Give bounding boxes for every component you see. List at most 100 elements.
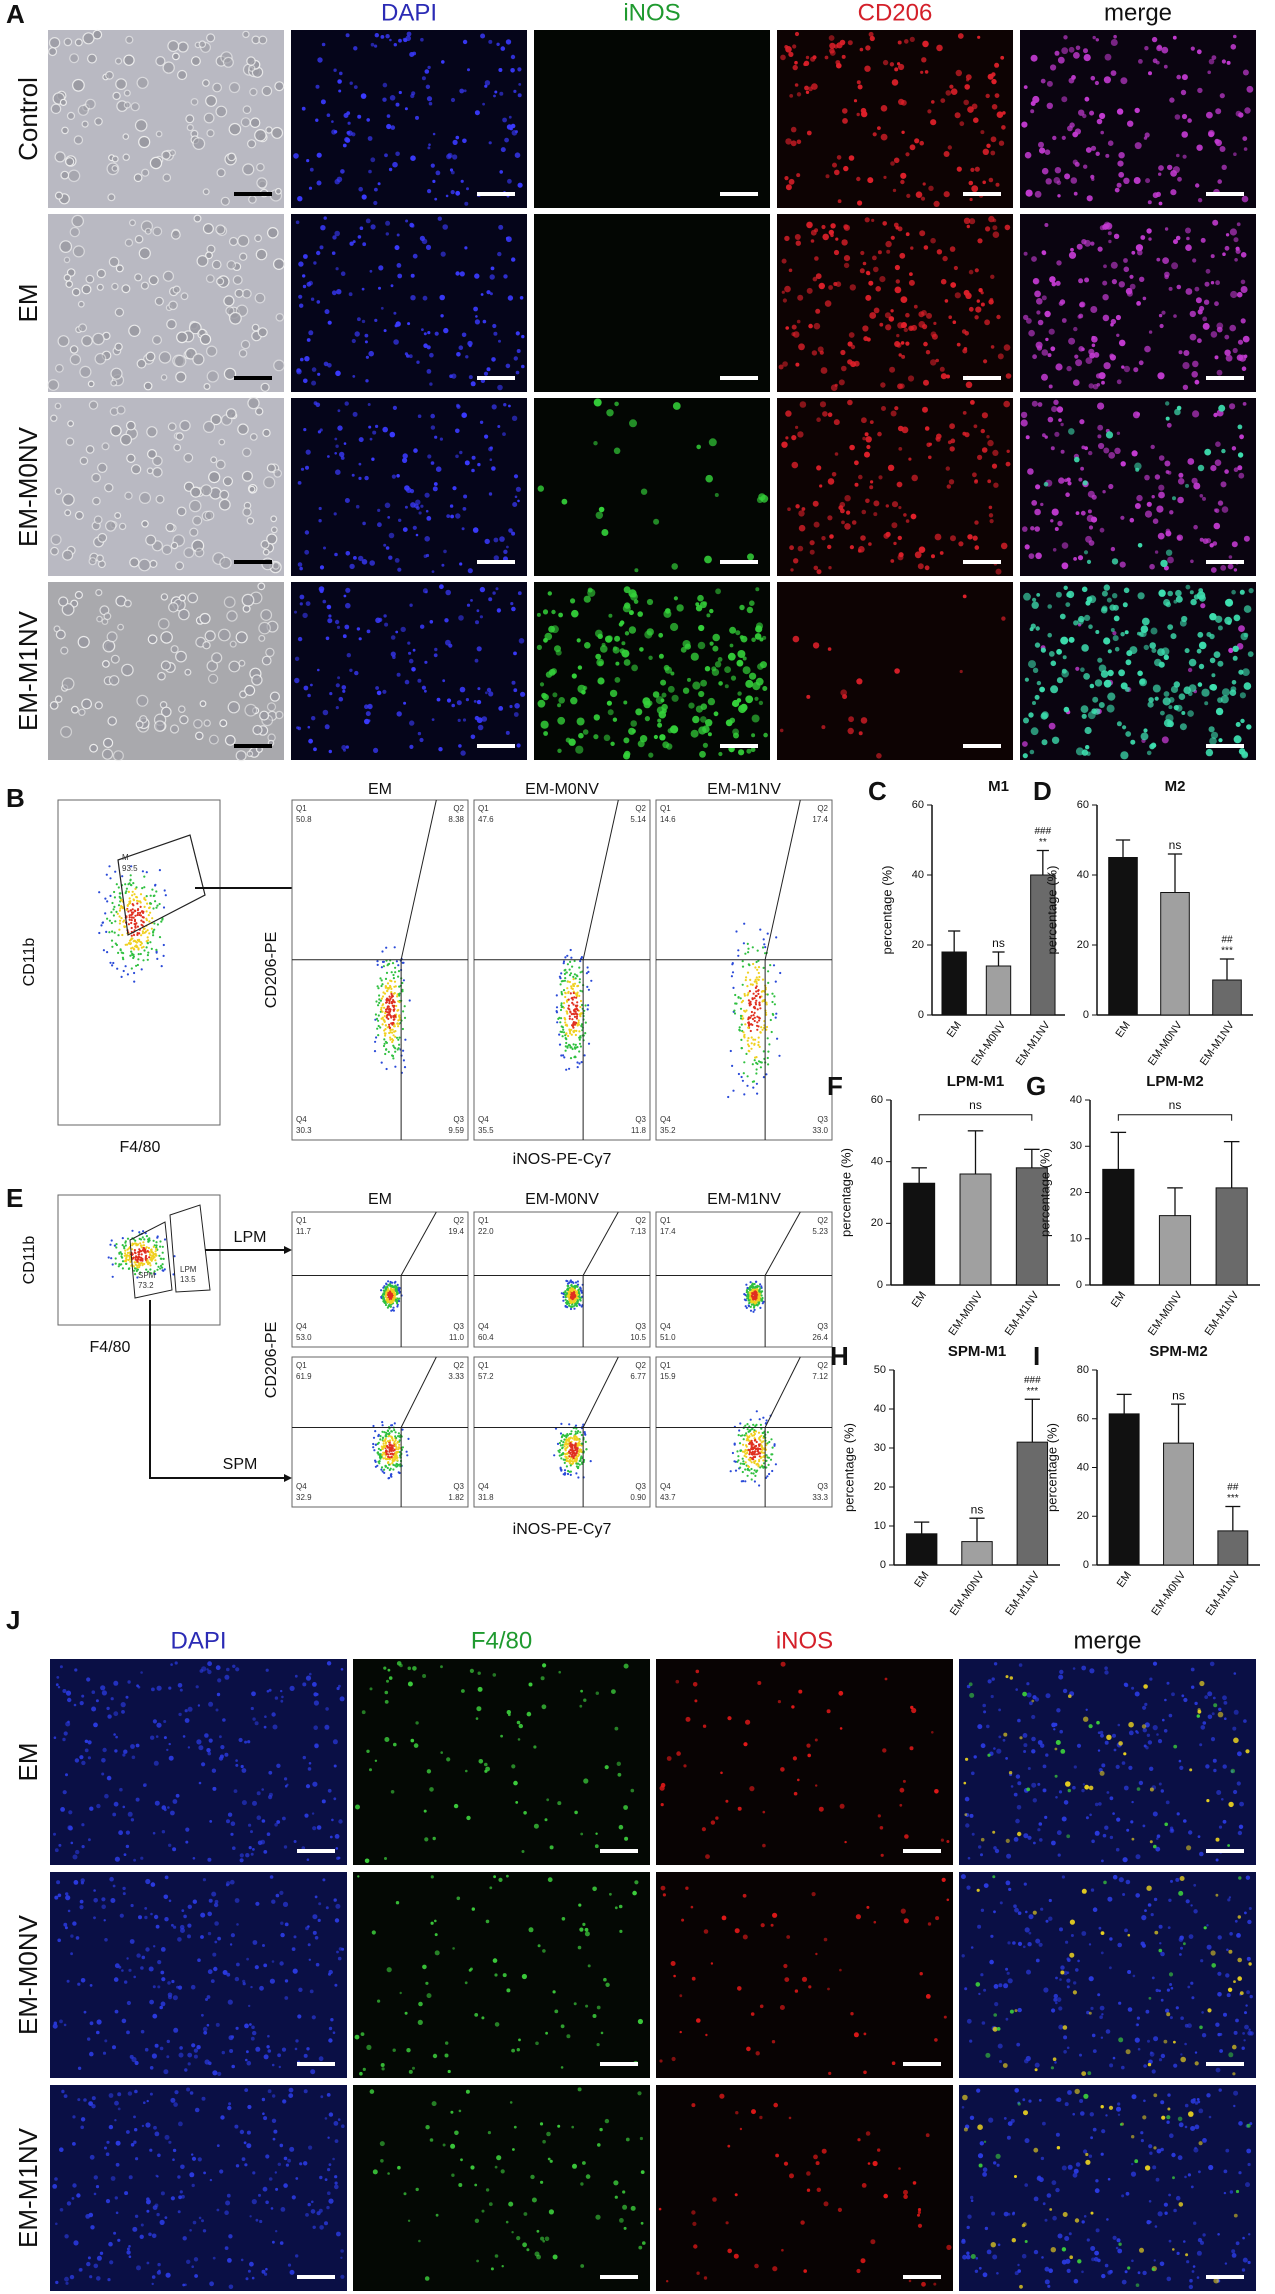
event-dot bbox=[137, 947, 140, 950]
cell bbox=[390, 125, 396, 130]
cell bbox=[730, 675, 737, 681]
cell bbox=[1130, 739, 1136, 745]
event-dot bbox=[391, 1439, 394, 1442]
cell bbox=[442, 679, 446, 683]
cell bbox=[226, 610, 238, 622]
event-dot bbox=[749, 983, 753, 986]
event-dot bbox=[579, 989, 582, 992]
cell bbox=[1024, 677, 1029, 682]
cell bbox=[94, 701, 103, 710]
cell bbox=[383, 543, 387, 547]
cell bbox=[494, 90, 498, 94]
event-dot bbox=[114, 1262, 117, 1265]
cell bbox=[341, 745, 347, 750]
cell bbox=[377, 182, 381, 186]
event-dot bbox=[731, 971, 735, 974]
event-dot bbox=[383, 1471, 386, 1474]
cell bbox=[130, 464, 142, 475]
cell bbox=[261, 655, 272, 666]
cell bbox=[514, 495, 518, 499]
cell bbox=[1185, 227, 1191, 234]
cell bbox=[597, 677, 605, 685]
cell bbox=[1049, 276, 1056, 283]
cell bbox=[762, 686, 768, 691]
event-dot bbox=[565, 971, 568, 974]
event-dot bbox=[751, 983, 754, 986]
cell bbox=[859, 47, 864, 52]
event-dot bbox=[148, 1256, 151, 1259]
cell bbox=[155, 55, 166, 67]
cell bbox=[1177, 496, 1184, 504]
event-dot bbox=[120, 899, 123, 902]
cell bbox=[1095, 38, 1100, 42]
cell bbox=[837, 199, 842, 204]
cell bbox=[498, 706, 504, 711]
event-dot bbox=[134, 1239, 137, 1242]
event-dot bbox=[136, 902, 139, 905]
event-dot bbox=[146, 942, 149, 945]
cell bbox=[515, 370, 520, 375]
cell bbox=[351, 338, 356, 344]
cell bbox=[646, 598, 654, 606]
event-dot bbox=[574, 1046, 578, 1049]
event-dot bbox=[573, 996, 576, 999]
event-dot bbox=[746, 971, 750, 974]
cell bbox=[1063, 585, 1068, 590]
event-dot bbox=[394, 1443, 397, 1446]
micrograph bbox=[777, 582, 1013, 760]
cell bbox=[244, 684, 256, 696]
event-dot bbox=[569, 1279, 573, 1282]
event-dot bbox=[372, 1442, 375, 1446]
event-dot bbox=[564, 1034, 567, 1037]
event-dot bbox=[772, 1013, 775, 1017]
event-dot bbox=[586, 966, 589, 969]
cell bbox=[349, 668, 353, 672]
cell bbox=[907, 375, 915, 382]
cell bbox=[1102, 490, 1106, 494]
cell bbox=[1081, 644, 1089, 652]
event-dot bbox=[124, 1244, 127, 1247]
event-dot bbox=[758, 975, 761, 979]
cell bbox=[1040, 502, 1044, 507]
cell bbox=[1240, 718, 1245, 724]
cell bbox=[921, 310, 927, 316]
cell bbox=[982, 180, 986, 185]
cell bbox=[1109, 353, 1115, 359]
cell bbox=[1216, 369, 1223, 376]
event-dot bbox=[572, 1031, 575, 1034]
cell bbox=[240, 339, 251, 350]
cell bbox=[74, 510, 84, 520]
micrograph bbox=[534, 398, 770, 576]
event-dot bbox=[149, 1264, 152, 1267]
event-dot bbox=[140, 968, 143, 971]
cell bbox=[608, 613, 613, 618]
cell bbox=[843, 224, 849, 230]
flow-plot-frame bbox=[291, 799, 469, 1141]
cell bbox=[891, 501, 899, 508]
cell bbox=[511, 531, 516, 536]
cell bbox=[491, 357, 496, 362]
cell bbox=[785, 46, 792, 53]
event-dot bbox=[128, 916, 131, 919]
cell bbox=[1118, 281, 1126, 288]
cell bbox=[1197, 682, 1203, 687]
cell bbox=[303, 254, 308, 259]
cell bbox=[613, 447, 621, 455]
event-dot bbox=[140, 1246, 143, 1249]
cell bbox=[328, 614, 332, 618]
cell bbox=[1204, 281, 1210, 287]
cell bbox=[827, 478, 835, 485]
event-dot bbox=[379, 1435, 382, 1438]
cell bbox=[831, 472, 837, 477]
event-dot bbox=[132, 1265, 135, 1268]
cell bbox=[1167, 164, 1173, 171]
quadrant-name: Q2 bbox=[817, 804, 828, 813]
cell bbox=[829, 534, 834, 539]
group-header: EM bbox=[368, 1191, 392, 1208]
cell bbox=[303, 428, 307, 432]
cell bbox=[1139, 678, 1146, 685]
cell bbox=[889, 62, 895, 67]
cell bbox=[198, 40, 207, 49]
event-dot bbox=[150, 1256, 153, 1260]
cell bbox=[808, 86, 813, 92]
